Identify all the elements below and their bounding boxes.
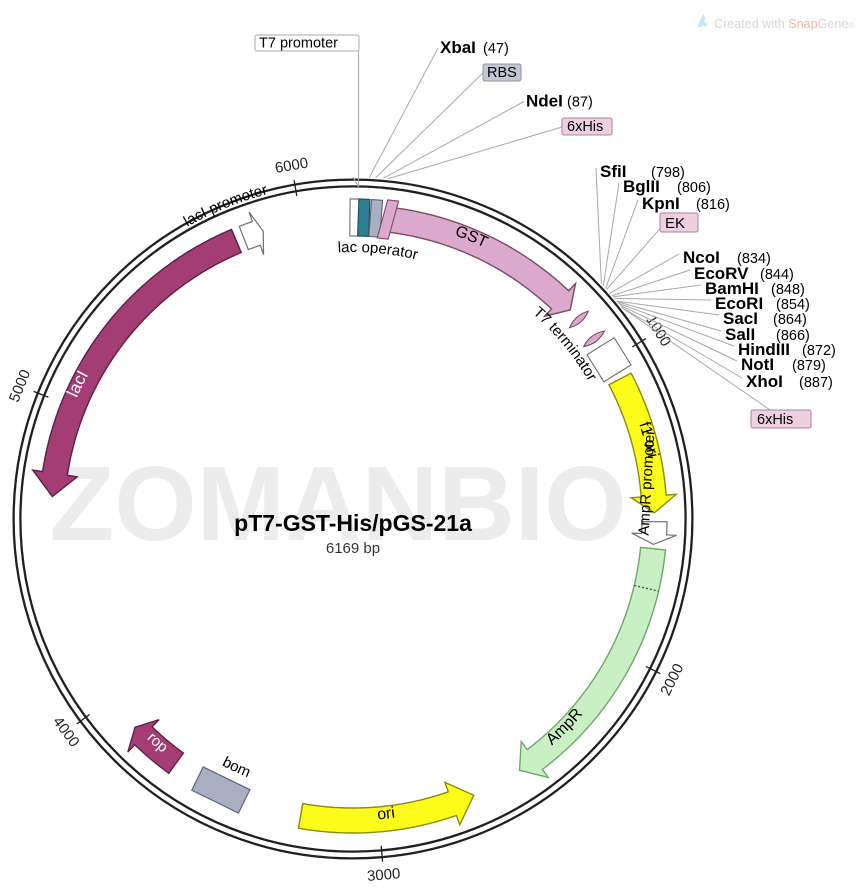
svg-text:T7 promoter: T7 promoter	[259, 36, 338, 52]
svg-text:(47): (47)	[483, 41, 509, 57]
svg-text:NdeI: NdeI	[526, 92, 563, 111]
svg-text:3000: 3000	[366, 865, 401, 885]
svg-text:XbaI: XbaI	[440, 38, 476, 57]
svg-text:(844): (844)	[760, 267, 794, 283]
svg-text:KpnI: KpnI	[642, 194, 680, 213]
svg-text:(879): (879)	[792, 358, 826, 374]
svg-text:(806): (806)	[677, 180, 711, 196]
svg-text:pT7-GST-His/pGS-21a: pT7-GST-His/pGS-21a	[234, 510, 472, 536]
svg-text:(866): (866)	[776, 328, 810, 344]
svg-text:(864): (864)	[773, 312, 807, 328]
svg-text:(872): (872)	[802, 343, 836, 359]
svg-text:(848): (848)	[771, 282, 805, 298]
svg-text:ori: ori	[376, 805, 395, 824]
svg-text:6xHis: 6xHis	[757, 412, 793, 428]
svg-text:(887): (887)	[799, 375, 833, 391]
svg-text:(834): (834)	[737, 251, 771, 267]
svg-text:Created with SnapGene®: Created with SnapGene®	[714, 17, 854, 31]
svg-text:6xHis: 6xHis	[567, 119, 603, 135]
svg-text:RBS: RBS	[487, 65, 517, 81]
svg-text:(816): (816)	[696, 197, 730, 213]
svg-text:(798): (798)	[651, 165, 685, 181]
svg-text:EK: EK	[665, 215, 685, 232]
svg-text:XhoI: XhoI	[746, 372, 783, 391]
svg-text:(854): (854)	[776, 297, 810, 313]
svg-text:6169 bp: 6169 bp	[326, 540, 380, 557]
svg-text:(87): (87)	[567, 95, 593, 111]
